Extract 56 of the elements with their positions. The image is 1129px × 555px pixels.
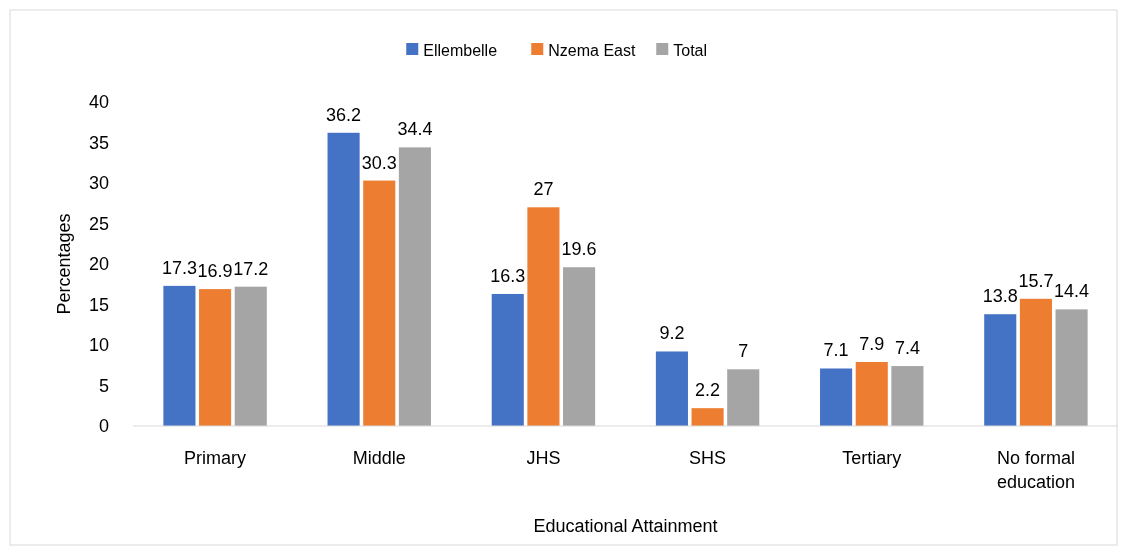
data-label: 17.2: [233, 258, 269, 279]
data-label: 7.1: [823, 340, 849, 361]
data-label: 34.4: [397, 119, 433, 140]
legend-label: Nzema East: [548, 41, 636, 59]
bar: [855, 362, 888, 426]
data-label: 7.4: [894, 338, 920, 359]
bar: [563, 267, 596, 426]
x-tick-label: JHS: [526, 448, 561, 468]
data-label: 2.2: [695, 380, 721, 401]
data-label: 19.6: [561, 239, 597, 260]
bar: [655, 351, 688, 426]
legend-label: Total: [673, 41, 708, 59]
y-tick-label: 10: [88, 335, 109, 356]
x-tick-label: Tertiary: [842, 448, 902, 468]
legend-label: Ellembelle: [423, 41, 498, 59]
bar: [820, 368, 853, 426]
data-label: 36.2: [326, 104, 362, 125]
bar: [327, 132, 360, 426]
bar: [363, 180, 396, 426]
bar: [891, 366, 924, 426]
x-axis-title: Educational Attainment: [533, 516, 718, 536]
x-tick-label: No formal education: [996, 448, 1075, 492]
data-label: 27: [533, 179, 554, 200]
data-label: 13.8: [982, 286, 1018, 307]
y-tick-label: 40: [88, 92, 109, 113]
data-label: 17.3: [161, 257, 197, 278]
bar: [199, 289, 232, 426]
bar: [1019, 298, 1052, 426]
data-label: 16.3: [490, 265, 526, 286]
bar: [163, 285, 196, 426]
bar: [398, 147, 431, 426]
data-label: 7: [738, 341, 749, 362]
data-label: 14.4: [1054, 281, 1090, 302]
y-tick-label: 35: [88, 132, 109, 153]
bar: [727, 369, 760, 426]
data-label: 15.7: [1018, 270, 1054, 291]
y-tick-label: 15: [88, 294, 109, 315]
bar: [527, 207, 560, 426]
bar: [234, 286, 267, 426]
y-tick-label: 0: [98, 416, 109, 437]
bar: [491, 293, 524, 426]
y-tick-label: 20: [88, 254, 109, 275]
x-tick-label: SHS: [689, 448, 727, 468]
data-label: 30.3: [361, 152, 397, 173]
y-tick-label: 30: [88, 173, 109, 194]
bar: [984, 314, 1017, 426]
bar: [1055, 309, 1088, 426]
x-tick-label: Primary: [184, 448, 247, 468]
bar: [691, 408, 724, 426]
data-label: 9.2: [659, 323, 685, 344]
y-tick-label: 5: [98, 375, 109, 396]
x-tick-label: Middle: [352, 448, 406, 468]
y-axis-title: Percentages: [54, 213, 74, 315]
data-label: 7.9: [859, 334, 885, 355]
data-label: 16.9: [197, 261, 233, 282]
y-tick-label: 25: [88, 213, 109, 234]
